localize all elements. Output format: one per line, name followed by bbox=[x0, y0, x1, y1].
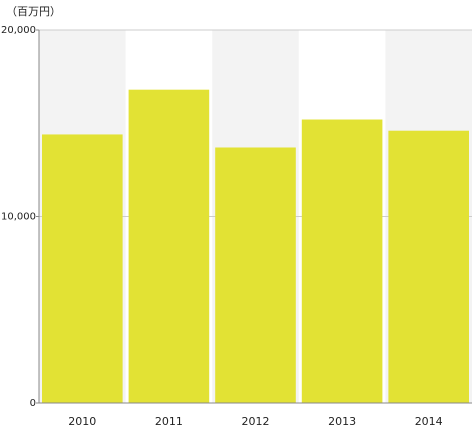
y-axis-label: （百万円） bbox=[6, 5, 61, 18]
bar bbox=[388, 130, 469, 403]
bar bbox=[301, 119, 383, 404]
x-tick-label: 2011 bbox=[155, 415, 183, 428]
y-tick-label: 20,000 bbox=[1, 25, 36, 36]
y-tick-label: 10,000 bbox=[1, 212, 36, 223]
x-tick-label: 2014 bbox=[415, 415, 443, 428]
x-tick-label: 2013 bbox=[328, 415, 356, 428]
bar bbox=[128, 89, 210, 404]
y-tick-label: 0 bbox=[30, 398, 36, 409]
x-tick-label: 2012 bbox=[242, 415, 270, 428]
x-tick-label: 2010 bbox=[68, 415, 96, 428]
bar bbox=[215, 147, 296, 403]
bar bbox=[42, 134, 123, 403]
